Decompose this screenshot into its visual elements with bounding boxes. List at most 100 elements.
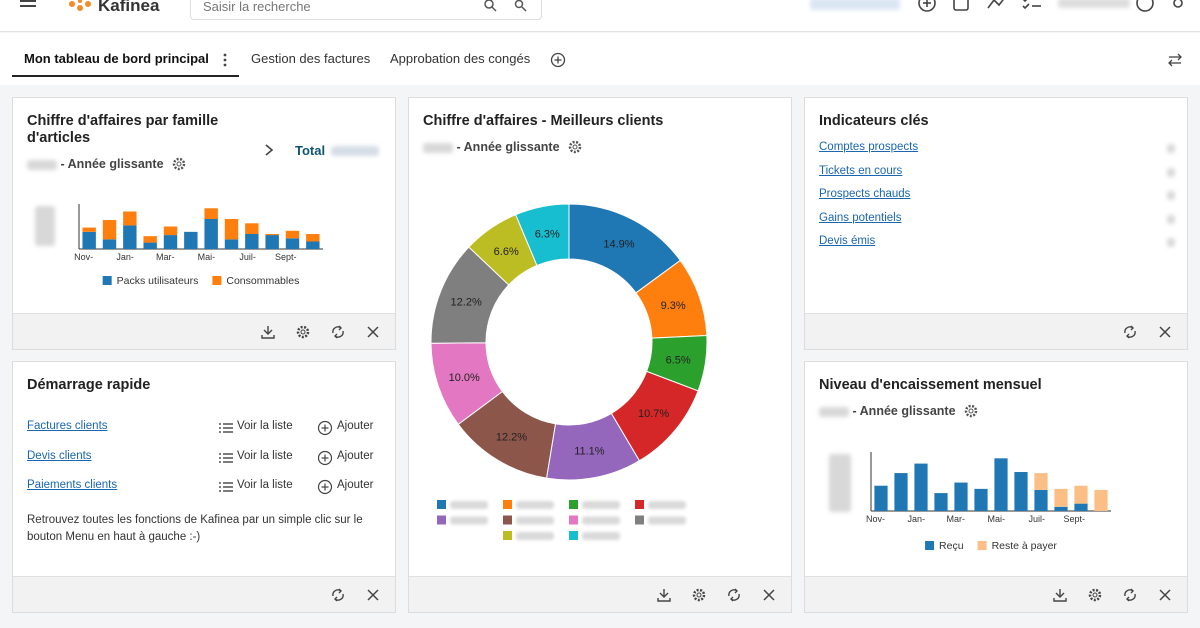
data-label: 10.7% [638, 408, 669, 420]
download-icon[interactable] [260, 324, 276, 340]
tab[interactable]: Gestion des factures [251, 51, 371, 66]
bar-segment [245, 223, 259, 234]
logo-text: Kafinea [98, 0, 160, 15]
bar-segment [1014, 472, 1028, 511]
logo-icon [69, 0, 91, 11]
view-list-button[interactable]: Voir la liste [237, 479, 293, 491]
download-icon[interactable] [656, 587, 672, 603]
header-icons[interactable] [916, 0, 1186, 14]
refresh-icon[interactable] [726, 587, 742, 603]
refresh-icon[interactable] [1122, 324, 1138, 340]
widget-top-clients: Chiffre d'affaires - Meilleurs clients -… [408, 97, 792, 613]
bar-segment [1054, 506, 1068, 511]
legend-label-blurred [648, 516, 686, 525]
bar-segment [1054, 488, 1068, 507]
legend-label-blurred [582, 532, 620, 540]
refresh-icon[interactable] [1122, 587, 1138, 603]
widget-subtitle: - Année glissante [60, 157, 164, 171]
legend-swatch [212, 276, 222, 285]
bar-segment [82, 231, 96, 249]
settings-icon[interactable] [691, 587, 707, 603]
tab-menu[interactable] [222, 53, 228, 67]
x-tick-label: Sept- [1063, 514, 1085, 524]
quick-start-text: Retrouvez toutes les fonctions de Kafine… [27, 514, 363, 543]
kpi-value-blurred [1167, 191, 1175, 200]
menu-button[interactable] [18, 0, 38, 12]
add-button[interactable]: Ajouter [337, 449, 374, 462]
settings-icon[interactable] [295, 324, 311, 340]
bar-segment [204, 219, 218, 249]
kpi-link[interactable]: Devis émis [819, 235, 876, 247]
view-list-button[interactable]: Voir la liste [237, 420, 293, 432]
add-button[interactable]: Ajouter [337, 479, 374, 491]
quick-start-link[interactable]: Paiements clients [27, 479, 118, 491]
kpi-link[interactable]: Gains potentiels [819, 211, 902, 224]
widget-title: Démarrage rapide [27, 377, 151, 393]
bar-segment [224, 239, 239, 249]
add-button[interactable]: Ajouter [337, 420, 374, 432]
swap-icon[interactable] [1167, 53, 1183, 67]
refresh-icon[interactable] [330, 587, 346, 603]
search-icons[interactable] [483, 0, 533, 13]
bar-segment [954, 482, 968, 511]
bar-segment [1034, 473, 1048, 490]
kpi-value-blurred [1167, 214, 1175, 224]
widget-footer [805, 313, 1187, 349]
bar-segment [894, 473, 908, 511]
bar-segment [974, 488, 988, 511]
bar-segment [914, 463, 928, 511]
refresh-icon[interactable] [330, 324, 346, 340]
widget-quick-start: Démarrage rapide Factures clients Voir la… [12, 361, 396, 613]
close-icon[interactable] [365, 587, 381, 603]
data-label: 10.0% [449, 372, 480, 384]
legend-label-blurred [582, 516, 620, 525]
legend-swatch [925, 541, 935, 550]
legend-swatch [437, 515, 446, 525]
legend-swatch [569, 531, 578, 540]
x-tick-label: Jan- [116, 252, 134, 262]
legend-swatch [569, 515, 578, 525]
kpi-link[interactable]: Prospects chauds [819, 188, 911, 200]
list-icon [219, 423, 233, 433]
quick-start-link[interactable]: Devis clients [27, 449, 92, 462]
bar-segment [285, 238, 300, 249]
legend-label-blurred [648, 501, 686, 509]
top-bar: Kafinea Saisir la recherche [0, 0, 1200, 32]
bar-segment [102, 220, 117, 240]
settings-icon[interactable] [567, 139, 583, 155]
x-tick-label: Juil- [239, 252, 256, 262]
widget-subtitle: - Année glissante [852, 404, 956, 418]
search-box[interactable]: Saisir la recherche [190, 0, 542, 20]
bar-segment [994, 458, 1008, 511]
close-icon[interactable] [1157, 587, 1173, 603]
settings-icon[interactable] [171, 156, 187, 172]
data-label: 12.2% [451, 297, 482, 309]
widget-key-indicators: Indicateurs clés Comptes prospects Ticket… [804, 97, 1188, 350]
close-icon[interactable] [1157, 324, 1173, 340]
tab[interactable]: Approbation des congés [390, 51, 531, 66]
kpi-link[interactable]: Comptes prospects [819, 141, 919, 153]
total-blurred [331, 146, 379, 156]
x-tick-label: Mar- [947, 514, 966, 524]
kpi-link[interactable]: Tickets en cours [819, 164, 903, 177]
close-icon[interactable] [365, 324, 381, 340]
widget-subtitle-row: - Année glissante [423, 140, 560, 154]
add-tab[interactable] [550, 52, 566, 68]
expand-chevron[interactable] [263, 143, 275, 157]
tabs-bar: Mon tableau de bord principal Gestion de… [0, 33, 1200, 85]
bar-segment [285, 230, 300, 239]
kpi-value-blurred [1167, 238, 1175, 247]
close-icon[interactable] [761, 587, 777, 603]
settings-icon[interactable] [963, 403, 979, 419]
legend-label: Reçu [939, 540, 964, 552]
tab[interactable]: Mon tableau de bord principal [24, 51, 209, 66]
settings-icon[interactable] [1087, 587, 1103, 603]
view-list-button[interactable]: Voir la liste [237, 449, 293, 462]
download-icon[interactable] [1052, 587, 1068, 603]
quick-start-link[interactable]: Factures clients [27, 420, 108, 432]
blurred-year [819, 406, 849, 417]
bar-segment [1034, 489, 1048, 511]
widget-title: Chiffre d'affaires - Meilleurs clients [423, 113, 664, 129]
bar-segment [102, 239, 117, 249]
legend-swatch [437, 500, 446, 509]
